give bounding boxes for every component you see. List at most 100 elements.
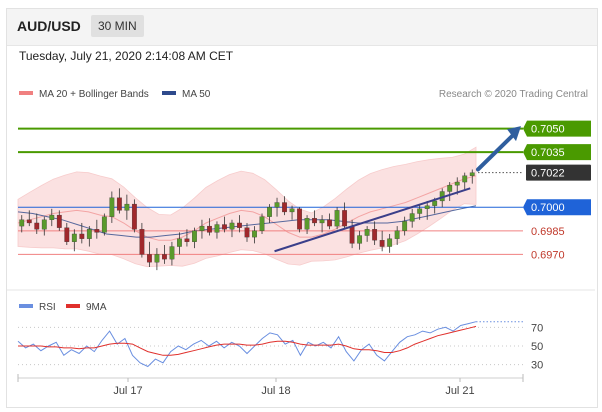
candle-body: [229, 222, 235, 230]
candle-body: [402, 221, 408, 231]
candle-body: [139, 229, 145, 255]
candle-body: [184, 238, 190, 242]
ma50-legend-label: MA 50: [182, 89, 211, 100]
timeframe-badge[interactable]: 30 MIN: [91, 15, 144, 37]
bb-legend-swatch: [19, 91, 33, 95]
candle-body: [259, 216, 265, 231]
candle-body: [207, 225, 212, 233]
candle-body: [349, 225, 355, 244]
candle-body: [387, 238, 393, 247]
x-tick-label: Jul 18: [261, 385, 290, 397]
candle-body: [244, 227, 250, 238]
ma50-legend-swatch: [162, 91, 176, 95]
level-label-0.6985: 0.6985: [531, 226, 565, 238]
level-label-0.7035: 0.7035: [531, 147, 565, 159]
candle-body: [34, 222, 40, 230]
rsi-line: [17, 321, 477, 368]
rsi-tick-label: 30: [531, 360, 543, 372]
candle-body: [94, 229, 100, 233]
projection-arrow-head: [507, 126, 521, 142]
candle-body: [109, 197, 115, 217]
candle-body: [282, 202, 287, 213]
candle-body: [319, 219, 325, 224]
candle-body: [222, 224, 227, 230]
candle-body: [199, 225, 205, 231]
candle-body: [19, 219, 25, 227]
x-tick-label: Jul 21: [445, 385, 474, 397]
candle-body: [454, 181, 460, 186]
rising-trendline: [274, 187, 471, 253]
last-price-label-box: [526, 164, 591, 181]
rsi-panel: 70 50 30: [17, 321, 543, 372]
projection-arrow-shaft: [476, 132, 516, 172]
candle-body: [214, 224, 220, 233]
level-label-box-0.7050: [523, 120, 591, 137]
candle-body: [297, 208, 302, 230]
candle-body: [304, 218, 310, 230]
instrument-title: AUD/USD: [17, 18, 81, 34]
candle-body: [131, 203, 137, 230]
candle-body: [124, 203, 130, 211]
candle-body: [162, 254, 167, 260]
rsi-tick-label: 50: [531, 341, 543, 353]
candle-body: [71, 233, 77, 242]
candle-body: [169, 246, 175, 260]
candles: [19, 169, 475, 271]
candle-body: [154, 254, 160, 263]
candle-body: [26, 219, 32, 224]
candle-body: [334, 210, 340, 227]
rsi-legend-label: RSI: [39, 302, 56, 313]
credit-text: Research © 2020 Trading Central: [439, 89, 588, 100]
candle-body: [289, 208, 295, 213]
candle-body: [64, 227, 70, 242]
x-axis-ticks: Jul 17 Jul 18 Jul 21: [17, 374, 524, 397]
candle-body: [409, 213, 415, 222]
candle-body: [116, 197, 122, 211]
candle-body: [424, 205, 430, 209]
last-price-label: 0.7022: [531, 168, 565, 180]
candle-body: [86, 229, 92, 239]
candle-body: [379, 240, 385, 247]
candle-body: [342, 210, 348, 227]
candle-body: [146, 254, 152, 263]
candle-body: [79, 233, 85, 239]
candle-body: [432, 200, 438, 206]
candle-body: [312, 218, 317, 224]
candle-body: [56, 214, 62, 228]
level-labels: 0.7050 0.7035 0.7022 0.7000 0.6985 0.6970: [523, 120, 591, 261]
level-label-box-0.7035: [523, 144, 591, 161]
level-label-0.7050: 0.7050: [531, 124, 565, 136]
x-tick-label: Jul 17: [113, 385, 142, 397]
candle-body: [462, 175, 468, 183]
candle-body: [192, 230, 197, 242]
rsi-ma-legend-label: 9MA: [86, 302, 107, 313]
candle-body: [274, 202, 280, 208]
candle-body: [357, 235, 363, 244]
trendlines: [274, 126, 521, 253]
level-label-0.6970: 0.6970: [531, 249, 565, 261]
chart-header: AUD/USD 30 MIN: [7, 9, 597, 46]
ma20-line: [17, 175, 477, 241]
rsi-legend-swatch: [19, 304, 33, 308]
candle-body: [447, 185, 453, 192]
candle-body: [252, 230, 257, 238]
level-label-0.7000: 0.7000: [531, 202, 565, 214]
candle-body: [237, 222, 242, 228]
candle-body: [372, 229, 378, 241]
candle-body: [177, 238, 182, 247]
candle-body: [267, 207, 272, 217]
bb-legend-label: MA 20 + Bollinger Bands: [39, 89, 149, 100]
candle-body: [469, 172, 475, 176]
candle-body: [101, 216, 107, 233]
candle-body: [41, 219, 47, 230]
candle-body: [327, 219, 332, 227]
rsi-ma-line: [18, 325, 477, 356]
candle-body: [417, 208, 423, 214]
candle-body: [49, 214, 55, 220]
rsi-ma-legend-swatch: [66, 304, 80, 308]
level-label-box-0.7000: [523, 199, 591, 216]
rsi-tick-label: 70: [531, 322, 543, 334]
timestamp: Tuesday, July 21, 2020 2:14:08 AM CET: [19, 49, 234, 63]
candle-body: [364, 229, 370, 236]
